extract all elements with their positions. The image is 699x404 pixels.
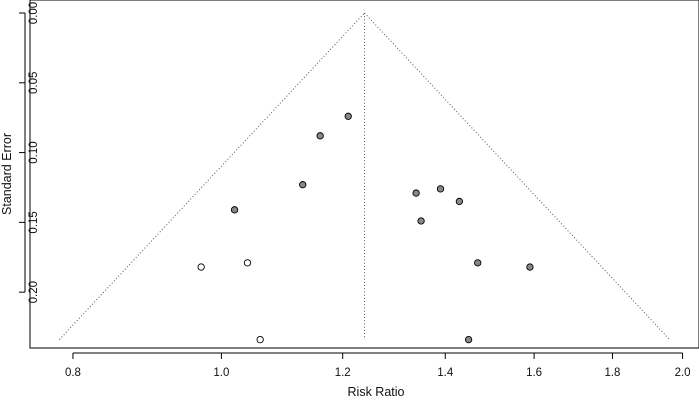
imputed-study-point — [197, 263, 205, 271]
study-point — [526, 263, 534, 271]
x-tick-label: 1.8 — [604, 367, 620, 379]
study-point — [299, 181, 307, 189]
y-tick-label: 0.20 — [28, 281, 40, 303]
y-tick-label: 0.15 — [28, 211, 40, 233]
study-point — [455, 197, 464, 206]
x-tick-label: 0.8 — [65, 367, 81, 379]
study-point — [417, 217, 425, 225]
study-point — [316, 132, 324, 140]
x-tick-label: 1.4 — [437, 367, 454, 379]
x-axis: 0.8 1.0 1.2 1.4 1.6 1.8 2.0 — [65, 352, 691, 379]
x-tick-label: 1.0 — [213, 367, 229, 379]
study-point — [412, 189, 420, 197]
study-point — [230, 206, 239, 214]
plot-frame — [29, 0, 699, 349]
y-tick-label: 0.10 — [28, 141, 40, 163]
study-point — [464, 335, 473, 344]
study-point — [474, 259, 482, 267]
y-tick-label: 0.00 — [28, 2, 40, 24]
imputed-study-point — [256, 335, 264, 344]
y-axis-title: Standard Error — [0, 133, 14, 215]
imputed-study-point — [243, 259, 252, 267]
x-tick-label: 2.0 — [675, 367, 691, 379]
y-axis: 0.00 0.05 0.10 0.15 0.20 — [19, 2, 40, 303]
funnel-right-boundary — [364, 12, 671, 340]
y-tick-label: 0.05 — [28, 72, 40, 94]
x-axis-title: Risk Ratio — [348, 385, 405, 399]
study-point — [344, 112, 352, 120]
funnel-lines — [59, 12, 671, 340]
study-points — [197, 112, 534, 344]
study-point — [436, 185, 445, 193]
x-tick-label: 1.2 — [335, 367, 351, 379]
funnel-left-boundary — [59, 12, 365, 340]
x-tick-label: 1.6 — [526, 367, 542, 379]
